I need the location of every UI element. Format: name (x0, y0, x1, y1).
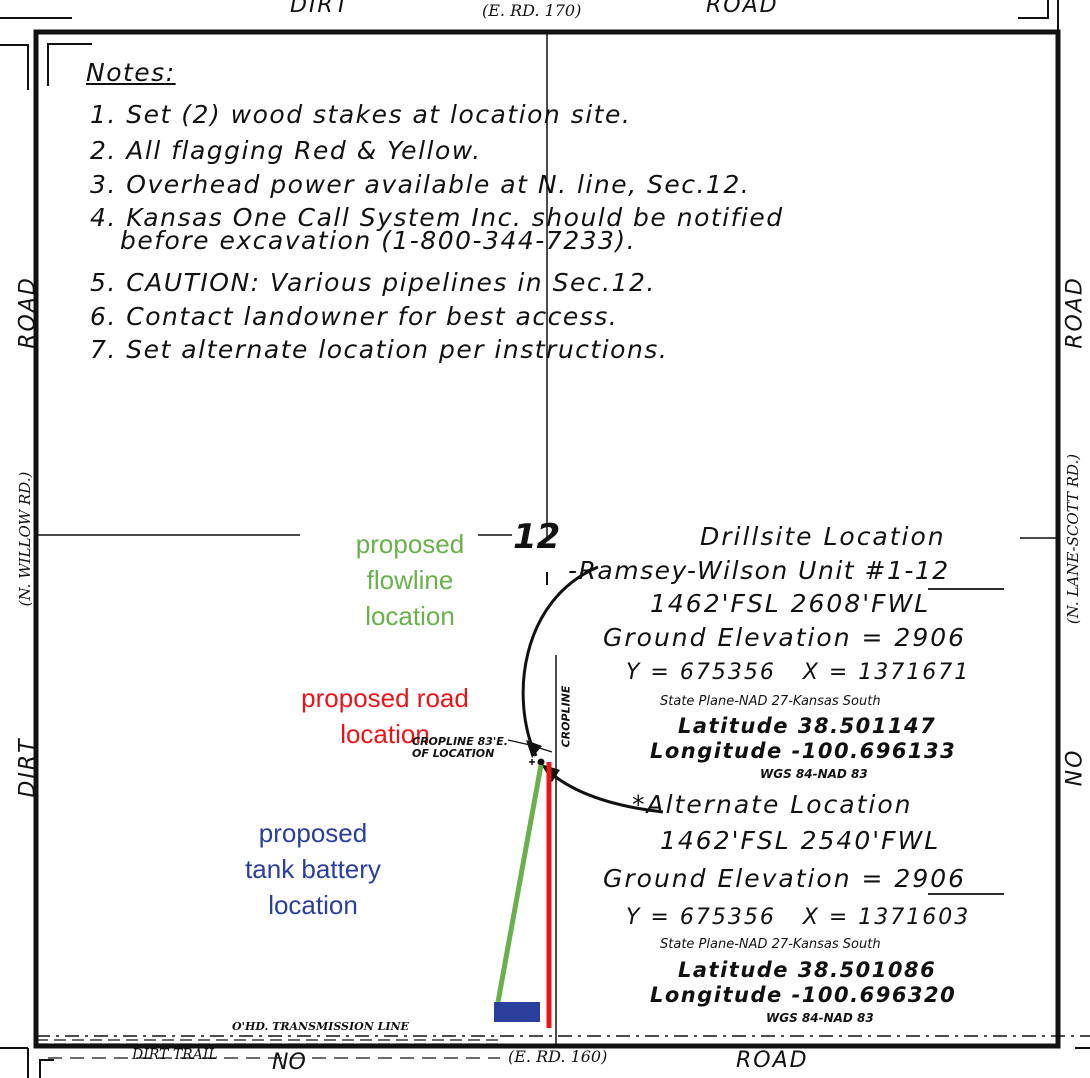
drillsite-arrow-head (526, 740, 542, 758)
road-label-top-dirt: DIRT (290, 0, 351, 18)
notes-title: Notes: (86, 58, 176, 87)
transmission-label: O'HD. TRANSMISSION LINE (232, 1020, 409, 1033)
alternate-elevation-value: 2906 (894, 864, 967, 893)
cropline-note-1: CROPLINE 83'E. (412, 735, 508, 748)
drillsite-footage: 1462'FSL 2608'FWL (650, 589, 931, 618)
note-7: 7. Set alternate location per instructio… (90, 335, 669, 364)
drillsite-point (537, 758, 545, 766)
cropline-note-2: OF LOCATION (412, 747, 495, 760)
note-1: 1. Set (2) wood stakes at location site. (90, 100, 632, 129)
road-label-left-willow: (N. WILLOW RD.) (16, 471, 34, 607)
proposed-tank-battery (494, 1002, 540, 1022)
inner-corner-bl (39, 1059, 54, 1078)
drillsite-longitude: Longitude -100.696133 (650, 739, 957, 763)
corner-tick-tl (0, 17, 72, 90)
cropline-label: CROPLINE (559, 685, 573, 748)
alternate-latitude: Latitude 38.501086 (678, 958, 937, 982)
alternate-longitude: Longitude -100.696320 (650, 983, 957, 1007)
drillsite-latitude: Latitude 38.501147 (678, 714, 937, 738)
drillsite-coords: Y = 675356 X = 1371671 (626, 660, 971, 685)
road-label-left-dirt: DIRT (15, 737, 41, 798)
alternate-point (529, 759, 535, 765)
section-number: 12 (513, 517, 561, 557)
alternate-elevation-label: Ground Elevation = (603, 864, 895, 893)
note-4-cont: before excavation (1-800-344-7233). (120, 226, 637, 255)
drillsite-elevation-label: Ground Elevation = (603, 623, 895, 652)
annotation-road: proposed road location (301, 683, 469, 749)
annotation-tank: proposed tank battery location (245, 818, 381, 920)
alternate-footage: 1462'FSL 2540'FWL (660, 826, 941, 855)
road-label-left-road: ROAD (15, 276, 41, 349)
road-label-bottom-road: ROAD (736, 1048, 809, 1073)
alternate-elevation: Ground Elevation = 2906 (603, 864, 966, 893)
road-label-right-road: ROAD (1062, 276, 1088, 349)
alternate-plane: State Plane-NAD 27-Kansas South (660, 937, 881, 952)
road-label-top-center: (E. RD. 170) (482, 1, 582, 20)
alternate-datum: WGS 84-NAD 83 (766, 1011, 874, 1025)
drillsite-elevation: Ground Elevation = 2906 (603, 623, 966, 652)
drillsite-arrow (521, 565, 599, 757)
alternate-title: *Alternate Location (632, 790, 913, 819)
corner-tick-bl (0, 1047, 29, 1078)
note-2: 2. All flagging Red & Yellow. (90, 136, 482, 165)
road-label-bottom-center: (E. RD. 160) (508, 1047, 608, 1066)
road-label-top-road: ROAD (706, 0, 779, 18)
drillsite-datum: WGS 84-NAD 83 (760, 767, 868, 781)
note-5: 5. CAUTION: Various pipelines in Sec.12. (90, 268, 656, 297)
road-label-right-no: NO (1062, 748, 1088, 787)
drillsite-title: Drillsite Location (700, 522, 946, 551)
alternate-coords: Y = 675356 X = 1371603 (626, 905, 971, 930)
drillsite-plane: State Plane-NAD 27-Kansas South (660, 694, 881, 709)
road-label-bottom-no: NO (272, 1050, 306, 1075)
drillsite-elevation-value: 2906 (894, 623, 967, 652)
proposed-flowline (495, 764, 544, 1003)
note-4: 4. Kansas One Call System Inc. should be… (90, 203, 784, 232)
road-label-bottom-trail: DIRT TRAIL (132, 1047, 218, 1063)
note-3: 3. Overhead power available at N. line, … (90, 170, 751, 199)
annotation-flowline: proposed flowline location (355, 529, 465, 631)
inner-corner-tl (47, 43, 92, 86)
road-label-right-lanescott: (N. LANE-SCOTT RD.) (1064, 453, 1082, 625)
note-6: 6. Contact landowner for best access. (90, 302, 619, 331)
drillsite-unit: -Ramsey-Wilson Unit #1-12 (568, 556, 950, 585)
